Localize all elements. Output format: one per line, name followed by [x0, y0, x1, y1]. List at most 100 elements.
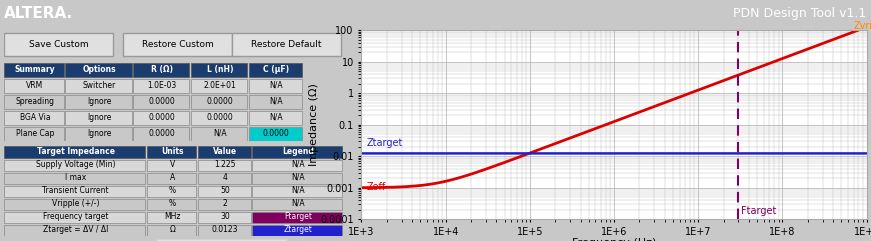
Text: PDN Design Tool v1.1: PDN Design Tool v1.1: [733, 7, 867, 20]
Text: Value: Value: [213, 147, 237, 156]
FancyBboxPatch shape: [198, 186, 251, 197]
Text: Target Impedance: Target Impedance: [37, 147, 115, 156]
FancyBboxPatch shape: [147, 160, 196, 171]
Text: Ftarget: Ftarget: [741, 206, 777, 216]
Text: N/A: N/A: [269, 81, 283, 90]
FancyBboxPatch shape: [4, 111, 64, 125]
Text: %: %: [169, 186, 176, 195]
FancyBboxPatch shape: [192, 127, 247, 141]
FancyBboxPatch shape: [198, 173, 251, 184]
Text: R (Ω): R (Ω): [152, 65, 173, 74]
Text: N/A: N/A: [292, 199, 305, 208]
Text: 0.0123: 0.0123: [212, 225, 239, 234]
Text: Zoff: Zoff: [367, 182, 386, 192]
FancyBboxPatch shape: [133, 111, 190, 125]
Text: VRM: VRM: [26, 81, 44, 90]
FancyBboxPatch shape: [4, 225, 145, 236]
Text: C (µF): C (µF): [263, 65, 289, 74]
FancyBboxPatch shape: [65, 79, 132, 93]
FancyBboxPatch shape: [4, 186, 145, 197]
Text: 1.225: 1.225: [214, 160, 236, 169]
Text: Transient Current: Transient Current: [43, 186, 109, 195]
Text: 0.0000: 0.0000: [206, 113, 233, 122]
FancyBboxPatch shape: [249, 63, 301, 77]
Text: 4: 4: [223, 173, 227, 182]
Text: Units: Units: [161, 147, 184, 156]
FancyBboxPatch shape: [65, 63, 132, 77]
Text: Ω: Ω: [170, 225, 175, 234]
FancyBboxPatch shape: [124, 33, 232, 56]
Text: 0.0000: 0.0000: [149, 128, 176, 138]
FancyBboxPatch shape: [232, 33, 341, 56]
FancyBboxPatch shape: [249, 79, 301, 93]
Text: Ztarget: Ztarget: [284, 225, 313, 234]
Text: 30: 30: [220, 212, 230, 221]
Text: Ignore: Ignore: [87, 128, 111, 138]
Text: 2: 2: [223, 199, 227, 208]
FancyBboxPatch shape: [65, 95, 132, 109]
Text: Summary: Summary: [15, 65, 55, 74]
FancyBboxPatch shape: [253, 186, 342, 197]
FancyBboxPatch shape: [133, 79, 190, 93]
Text: Zvrm: Zvrm: [854, 20, 871, 31]
Text: Restore Default: Restore Default: [251, 40, 321, 49]
Text: Frequency target: Frequency target: [43, 212, 109, 221]
FancyBboxPatch shape: [198, 199, 251, 210]
FancyBboxPatch shape: [4, 127, 64, 141]
Text: N/A: N/A: [269, 97, 283, 106]
Text: Vripple (+/-): Vripple (+/-): [52, 199, 99, 208]
FancyBboxPatch shape: [4, 63, 64, 77]
FancyBboxPatch shape: [65, 127, 132, 141]
FancyBboxPatch shape: [253, 160, 342, 171]
FancyBboxPatch shape: [192, 95, 247, 109]
FancyBboxPatch shape: [155, 238, 288, 241]
FancyBboxPatch shape: [198, 160, 251, 171]
FancyBboxPatch shape: [249, 111, 301, 125]
FancyBboxPatch shape: [4, 173, 145, 184]
Text: BGA Via: BGA Via: [20, 113, 51, 122]
FancyBboxPatch shape: [198, 147, 251, 158]
Text: 1.0E-03: 1.0E-03: [148, 81, 177, 90]
FancyBboxPatch shape: [192, 79, 247, 93]
X-axis label: Frequency (Hz): Frequency (Hz): [572, 238, 656, 241]
FancyBboxPatch shape: [147, 186, 196, 197]
FancyBboxPatch shape: [147, 199, 196, 210]
Text: N/A: N/A: [292, 160, 305, 169]
Text: Ftarget: Ftarget: [284, 212, 312, 221]
Text: 0.0000: 0.0000: [149, 113, 176, 122]
Text: Ztarget = ΔV / ΔI: Ztarget = ΔV / ΔI: [43, 225, 108, 234]
Text: 50: 50: [220, 186, 230, 195]
Text: Supply Voltage (Min): Supply Voltage (Min): [36, 160, 116, 169]
Text: Ztarget: Ztarget: [367, 138, 403, 148]
Text: Save Custom: Save Custom: [29, 40, 89, 49]
FancyBboxPatch shape: [147, 212, 196, 223]
Text: L (nH): L (nH): [206, 65, 233, 74]
FancyBboxPatch shape: [198, 212, 251, 223]
Y-axis label: Impedance (Ω): Impedance (Ω): [309, 83, 319, 166]
Text: A: A: [170, 173, 175, 182]
Text: %: %: [169, 199, 176, 208]
Text: N/A: N/A: [269, 113, 283, 122]
FancyBboxPatch shape: [192, 63, 247, 77]
FancyBboxPatch shape: [253, 199, 342, 210]
Text: 0.0000: 0.0000: [149, 97, 176, 106]
FancyBboxPatch shape: [249, 127, 301, 141]
Text: V: V: [170, 160, 175, 169]
FancyBboxPatch shape: [65, 111, 132, 125]
FancyBboxPatch shape: [4, 33, 113, 56]
FancyBboxPatch shape: [4, 147, 145, 158]
Text: Spreading: Spreading: [16, 97, 54, 106]
FancyBboxPatch shape: [4, 199, 145, 210]
FancyBboxPatch shape: [4, 95, 64, 109]
Text: Switcher: Switcher: [83, 81, 116, 90]
Text: Options: Options: [83, 65, 117, 74]
Text: Plane Cap: Plane Cap: [16, 128, 54, 138]
FancyBboxPatch shape: [4, 212, 145, 223]
Text: 0.0000: 0.0000: [263, 128, 289, 138]
FancyBboxPatch shape: [4, 79, 64, 93]
FancyBboxPatch shape: [192, 111, 247, 125]
Text: I max: I max: [65, 173, 86, 182]
FancyBboxPatch shape: [133, 127, 190, 141]
Text: 0.0000: 0.0000: [206, 97, 233, 106]
Text: Legend: Legend: [282, 147, 314, 156]
